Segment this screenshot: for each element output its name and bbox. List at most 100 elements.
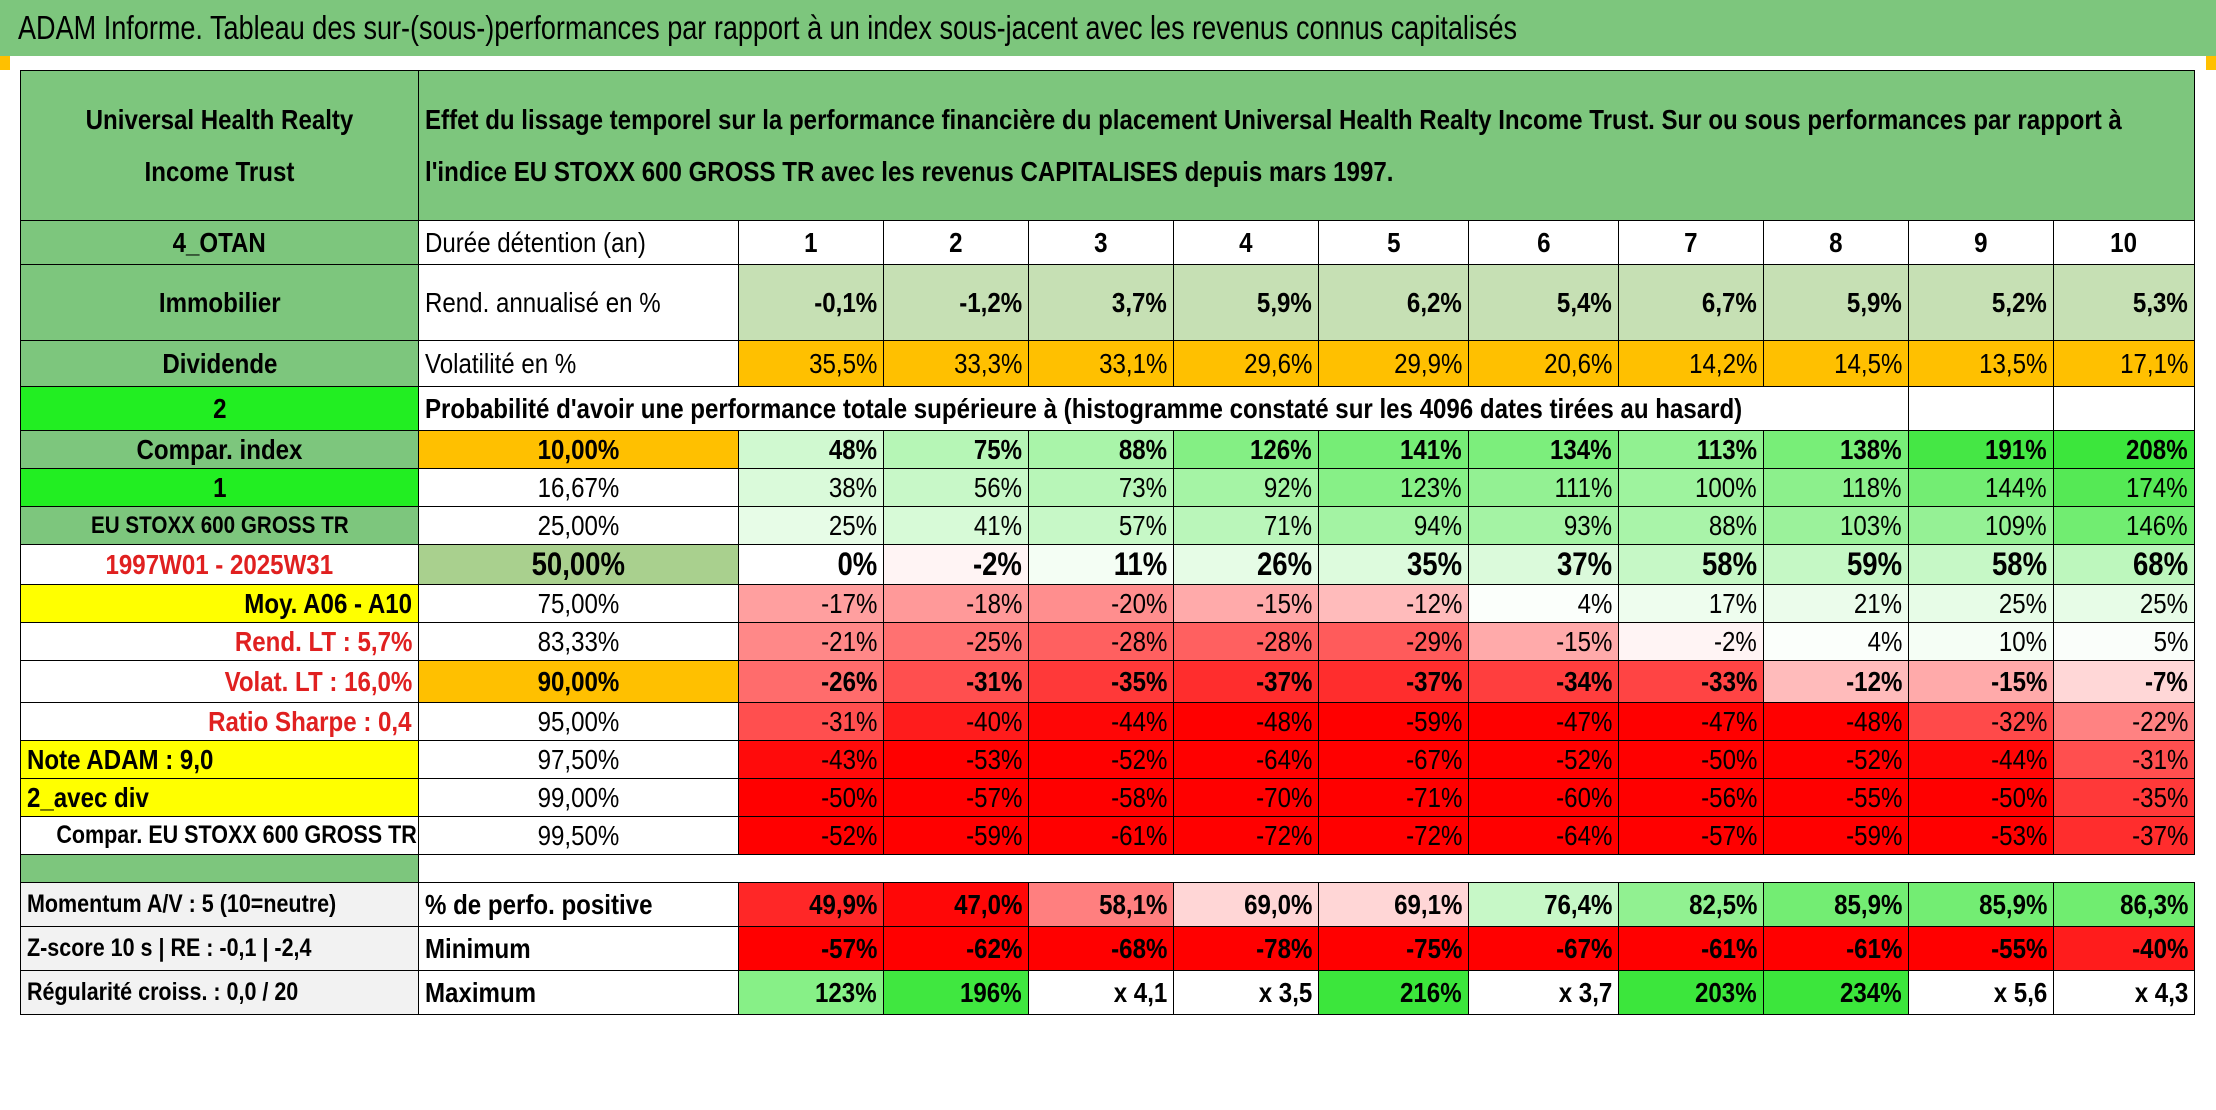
proba-cell-value: 21% — [1853, 587, 1902, 619]
proba-cell-value: -37% — [1255, 665, 1312, 697]
volat-10: 17,1% — [2053, 340, 2195, 387]
proba-cell: -59% — [883, 816, 1029, 855]
proba-cell-value: 38% — [828, 471, 877, 503]
proba-cell: 5% — [2053, 622, 2195, 661]
proba-cell-value: 26% — [1256, 546, 1312, 582]
proba-pct: 97,50% — [418, 740, 739, 779]
proba-cell: -52% — [1028, 740, 1174, 779]
minimum-cell-value: -55% — [1990, 932, 2047, 964]
proba-title-cell: Probabilité d'avoir une performance tota… — [418, 386, 1909, 431]
year-8: 8 — [1763, 220, 1909, 265]
proba-cell-value: 208% — [2126, 433, 2188, 465]
proba-cell: 68% — [2053, 544, 2195, 585]
rend-4: 5,9% — [1173, 264, 1319, 341]
proba-cell: -44% — [1028, 702, 1174, 741]
proba-cell-value: -48% — [1845, 705, 1902, 737]
minimum-cell: -67% — [1468, 926, 1619, 971]
proba-cell: -70% — [1173, 778, 1319, 817]
compar-label-value: Compar. EU STOXX 600 GROSS TR — [56, 821, 417, 849]
volat-label: Volatilité en % — [425, 347, 577, 379]
minimum-label: Minimum — [418, 926, 739, 971]
maximum-cell: x 5,6 — [1908, 970, 2054, 1015]
year-6: 6 — [1468, 220, 1619, 265]
spacer-row — [20, 854, 2195, 883]
maximum-row: Régularité croiss. : 0,0 / 20 Maximum 123%… — [20, 970, 2195, 1015]
proba-cell-value: 138% — [1840, 433, 1902, 465]
proba-pct: 90,00% — [418, 660, 739, 703]
proba-cell: -50% — [738, 778, 884, 817]
proba-pct-value: 99,00% — [537, 781, 620, 813]
rend-lt-value: Rend. LT : 5,7% — [234, 625, 412, 657]
regularite: Régularité croiss. : 0,0 / 20 — [20, 970, 419, 1015]
proba-cell: -35% — [2053, 778, 2195, 817]
selector-1[interactable]: 2 — [212, 392, 227, 424]
proba-cell: -12% — [1318, 584, 1469, 623]
proba-cell: -2% — [883, 544, 1029, 585]
proba-cell: 103% — [1763, 506, 1909, 545]
proba-title-row: 2 Probabilité d'avoir une performance to… — [20, 386, 2195, 431]
proba-cell-value: -70% — [1255, 781, 1312, 813]
maximum-cell: 216% — [1318, 970, 1469, 1015]
volat-7-value: 14,2% — [1688, 347, 1757, 379]
selector-1-cell[interactable]: 2 — [20, 386, 419, 431]
proba-cell: -15% — [1908, 660, 2054, 703]
proba-cell-value: 123% — [1400, 471, 1462, 503]
year-3-value: 3 — [1094, 226, 1108, 258]
proba-cell: -28% — [1028, 622, 1174, 661]
year-2: 2 — [883, 220, 1029, 265]
year-9: 9 — [1908, 220, 2054, 265]
proba-cell: -55% — [1763, 778, 1909, 817]
proba-cell: 71% — [1173, 506, 1319, 545]
spacer-green — [20, 854, 419, 883]
proba-row: Compar. EU STOXX 600 GROSS TR 99,50% -52% -… — [20, 816, 2195, 855]
index-name: EU STOXX 600 GROSS TR — [20, 506, 419, 545]
proba-cell: 35% — [1318, 544, 1469, 585]
pct-pos-cell-value: 86,3% — [2119, 888, 2188, 920]
div-mode[interactable]: 2_avec div — [20, 778, 419, 817]
rend-6: 5,4% — [1468, 264, 1619, 341]
maximum-cell: 234% — [1763, 970, 1909, 1015]
proba-cell: -72% — [1318, 816, 1469, 855]
proba-cell-value: -52% — [1110, 743, 1167, 775]
maximum-cell-value: x 3,7 — [1558, 976, 1612, 1008]
spacer-blank — [419, 855, 2195, 883]
proba-cell-value: -31% — [965, 665, 1022, 697]
selector-2[interactable]: 1 — [20, 468, 419, 507]
proba-cell-value: -72% — [1405, 819, 1462, 851]
maximum-cell: x 4,3 — [2053, 970, 2195, 1015]
proba-cell-value: 88% — [1708, 509, 1757, 541]
description-cell: Effet du lissage temporel sur la perform… — [418, 70, 2195, 221]
proba-cell: 191% — [1908, 430, 2054, 469]
proba-pct: 10,00% — [418, 430, 739, 469]
proba-cell: -67% — [1318, 740, 1469, 779]
rend-6-value: 5,4% — [1557, 286, 1612, 318]
selector-2-value: 1 — [212, 471, 227, 503]
description-text: Effet du lissage temporel sur la perform… — [425, 103, 2122, 187]
proba-cell: 21% — [1763, 584, 1909, 623]
proba-cell-value: 94% — [1413, 509, 1462, 541]
proba-cell: 4% — [1763, 622, 1909, 661]
volat-10-value: 17,1% — [2119, 347, 2188, 379]
proba-cell: -35% — [1028, 660, 1174, 703]
volat-4-value: 29,6% — [1243, 347, 1312, 379]
proba-cell: -12% — [1763, 660, 1909, 703]
proba-cell-value: -53% — [1990, 819, 2047, 851]
corner-marker-right — [2206, 56, 2216, 70]
proba-cell-value: 35% — [1406, 546, 1462, 582]
moy-label-value: Moy. A06 - A10 — [244, 587, 412, 619]
proba-cell-value: 92% — [1263, 471, 1312, 503]
pct-pos-cell: 49,9% — [738, 882, 884, 927]
year-5: 5 — [1318, 220, 1469, 265]
proba-cell-value: -64% — [1555, 819, 1612, 851]
proba-cell: -59% — [1318, 702, 1469, 741]
proba-cell: -25% — [883, 622, 1029, 661]
pct-pos-cell: 82,5% — [1618, 882, 1764, 927]
proba-cell-value: -53% — [965, 743, 1022, 775]
proba-cell-value: 41% — [973, 509, 1022, 541]
proba-cell: -47% — [1468, 702, 1619, 741]
year-3: 3 — [1028, 220, 1174, 265]
proba-cell: -37% — [1173, 660, 1319, 703]
proba-cell: 75% — [883, 430, 1029, 469]
volat-4: 29,6% — [1173, 340, 1319, 387]
note-adam: Note ADAM : 9,0 — [20, 740, 419, 779]
